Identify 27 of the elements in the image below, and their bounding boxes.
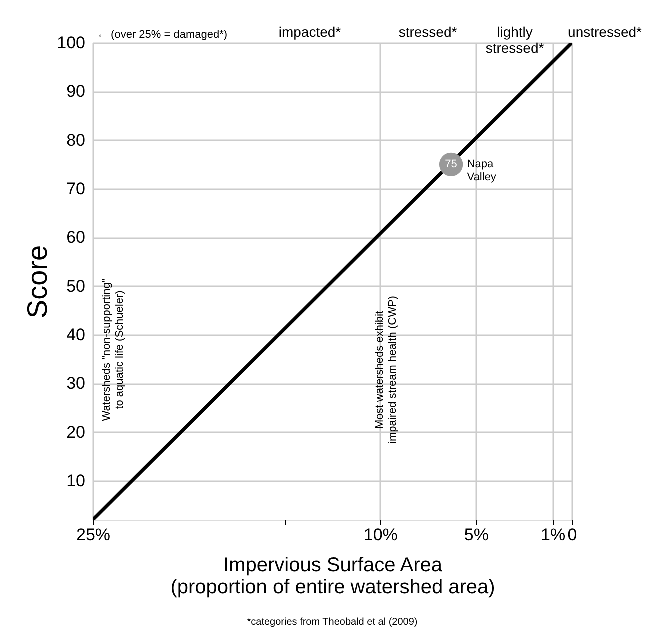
x-axis-title: Impervious Surface Area (proportion of entire watershed area) xyxy=(170,554,496,598)
y-tick-label: 100 xyxy=(57,34,86,52)
text: stressed* xyxy=(398,24,458,40)
x-tick-label: 0 xyxy=(568,526,578,544)
y-tick-label: 20 xyxy=(66,422,86,442)
annotation: lightly stressed* xyxy=(486,24,545,56)
y-tick-label: 60 xyxy=(66,228,86,248)
text: ← (over 25% = damaged*) xyxy=(97,29,228,41)
data-label: 75 xyxy=(445,158,458,171)
annotation: Most watersheds exhibit impaired stream health (CWP) xyxy=(374,296,399,444)
y-tick-label: 10 xyxy=(66,472,86,491)
y-tick-label: 70 xyxy=(66,180,86,199)
annotation: Watersheds "non-supporting" to aquatic life (Schueler) xyxy=(101,278,126,422)
y-tick-label: 80 xyxy=(66,130,86,150)
x-tick-label: 5% xyxy=(464,526,489,544)
text: unstressed* xyxy=(568,24,643,40)
series-label: Napa Valley xyxy=(467,158,497,184)
x-tick-label: 10% xyxy=(364,526,398,544)
y-tick-label: 40 xyxy=(66,326,86,345)
x-tick-label: 1% xyxy=(541,526,566,544)
y-tick-label: 90 xyxy=(66,82,86,102)
y-tick-label: 30 xyxy=(66,374,86,394)
x-tick-label: 25% xyxy=(76,526,111,544)
text: *categories from Theobald et al (2009) xyxy=(247,617,418,628)
y-axis-title: Score xyxy=(22,245,54,319)
y-tick-label: 50 xyxy=(66,276,86,296)
text: impacted* xyxy=(278,24,342,40)
